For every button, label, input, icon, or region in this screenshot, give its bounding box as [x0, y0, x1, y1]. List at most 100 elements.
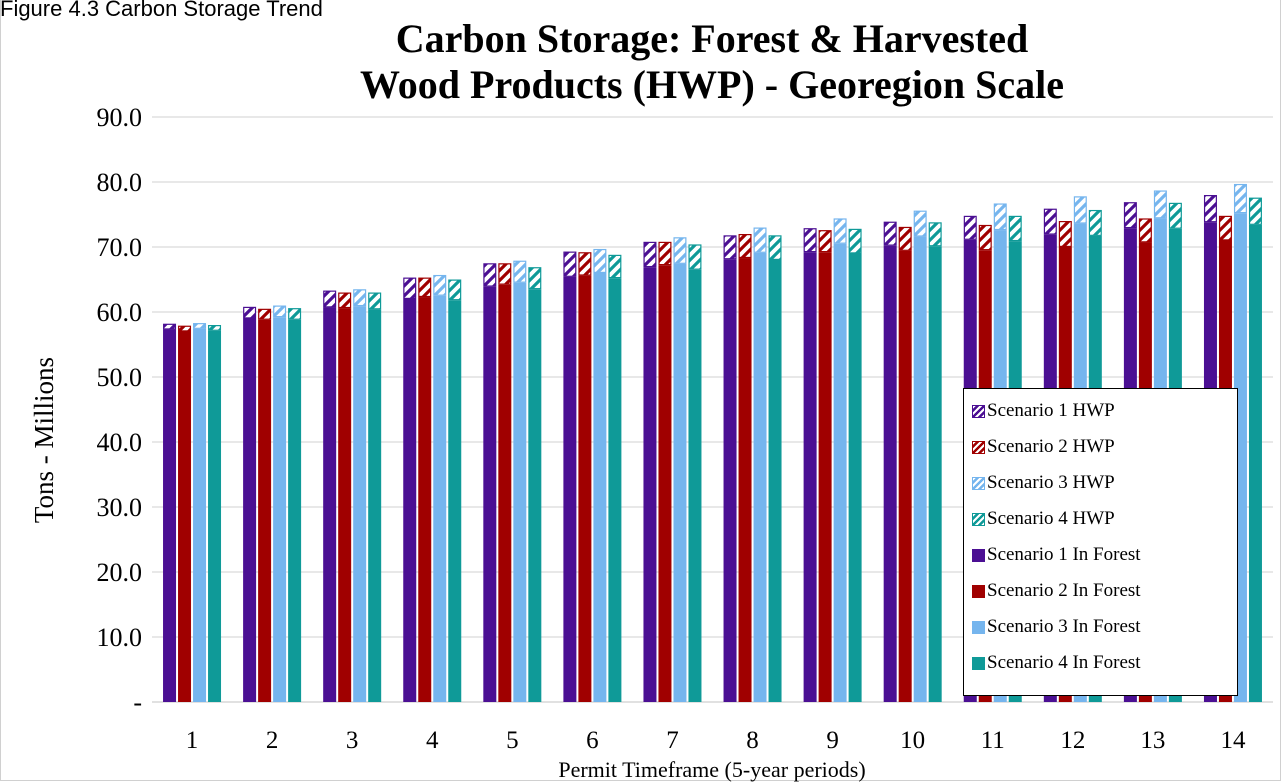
- bar-scenario-4-in-forest: [768, 260, 782, 702]
- bar-group-10: [883, 210, 942, 702]
- bar-scenario-1-hwp: [243, 306, 257, 319]
- bar-scenario-4-hwp: [1248, 197, 1262, 225]
- bar-scenario-3-hwp: [1073, 196, 1087, 224]
- bar-scenario-2-in-forest: [898, 250, 912, 702]
- x-tick-label: 8: [746, 727, 759, 754]
- bar-scenario-3-hwp: [273, 305, 287, 318]
- bar-scenario-2-hwp: [258, 308, 272, 320]
- bar-scenario-1-in-forest: [643, 267, 657, 702]
- bar-scenario-3-in-forest: [753, 252, 767, 702]
- legend-item: Scenario 3 In Forest: [972, 615, 1141, 639]
- bar-scenario-2-in-forest: [658, 265, 672, 702]
- bar-scenario-4-in-forest: [288, 319, 302, 702]
- bar-scenario-3-in-forest: [273, 317, 287, 702]
- legend-swatch-solid: [972, 584, 985, 598]
- bar-scenario-1-hwp: [403, 277, 417, 299]
- legend-swatch-hatched: [972, 512, 985, 526]
- bar-scenario-1-in-forest: [483, 286, 497, 702]
- bar-group-4: [403, 274, 462, 702]
- bar-scenario-4-hwp: [368, 292, 382, 310]
- legend-label: Scenario 2 HWP: [987, 436, 1115, 457]
- legend-item: Scenario 1 HWP: [972, 399, 1115, 423]
- x-tick-label: 3: [346, 727, 359, 754]
- bars: [163, 183, 1262, 703]
- x-tick-label: 6: [586, 727, 599, 754]
- bar-scenario-4-in-forest: [608, 278, 622, 702]
- bar-scenario-1-in-forest: [163, 329, 177, 702]
- y-tick-label: 10.0: [97, 623, 143, 652]
- bar-scenario-1-hwp: [163, 323, 177, 330]
- bar-scenario-1-hwp: [1203, 195, 1217, 223]
- x-tick-label: 12: [1060, 727, 1085, 754]
- bar-scenario-2-hwp: [1138, 218, 1152, 243]
- bar-scenario-3-hwp: [593, 248, 607, 274]
- bar-scenario-2-in-forest: [418, 297, 432, 702]
- bar-group-2: [243, 305, 302, 702]
- x-tick-labels: 1 2 3 4 5 6 7 8 9 10 11 12 13 14: [186, 727, 1246, 754]
- bar-scenario-1-in-forest: [803, 252, 817, 702]
- bar-scenario-1-hwp: [723, 235, 737, 260]
- y-tick-label: 70.0: [97, 233, 143, 262]
- bar-scenario-3-hwp: [1233, 183, 1247, 214]
- bar-scenario-1-hwp: [483, 263, 497, 287]
- bar-scenario-1-hwp: [883, 221, 897, 246]
- bar-scenario-3-in-forest: [353, 306, 367, 702]
- y-tick-labels: - 10.0 20.0 30.0 40.0 50.0 60.0 70.0 80.0 90.0: [97, 103, 143, 717]
- bar-scenario-4-in-forest: [448, 300, 462, 702]
- bar-scenario-4-hwp: [1168, 202, 1182, 229]
- y-axis-label: Tons - Millions: [29, 357, 59, 523]
- bar-scenario-4-hwp: [288, 308, 302, 320]
- bar-scenario-1-hwp: [563, 251, 577, 277]
- y-tick-label: -: [133, 688, 142, 717]
- bar-group-5: [483, 260, 542, 702]
- bar-scenario-2-hwp: [978, 224, 992, 251]
- bar-scenario-1-hwp: [323, 290, 337, 308]
- bar-scenario-2-hwp: [418, 277, 432, 298]
- bar-scenario-3-in-forest: [833, 243, 847, 702]
- x-tick-label: 14: [1220, 727, 1246, 754]
- bar-scenario-1-hwp: [1043, 208, 1057, 235]
- bar-scenario-2-hwp: [658, 241, 672, 266]
- x-tick-label: 13: [1140, 727, 1165, 754]
- legend-label: Scenario 3 HWP: [987, 472, 1115, 493]
- bar-scenario-2-in-forest: [578, 275, 592, 702]
- y-tick-label: 50.0: [97, 363, 143, 392]
- bar-scenario-1-hwp: [803, 228, 817, 253]
- bar-scenario-2-in-forest: [818, 252, 832, 702]
- bar-scenario-2-hwp: [898, 226, 912, 251]
- bar-scenario-3-hwp: [673, 237, 687, 264]
- bar-scenario-4-hwp: [768, 235, 782, 260]
- bar-scenario-4-in-forest: [528, 289, 542, 702]
- legend-swatch-solid: [972, 620, 985, 634]
- bar-scenario-4-hwp: [848, 228, 862, 254]
- bar-scenario-3-in-forest: [593, 273, 607, 702]
- bar-scenario-3-in-forest: [913, 236, 927, 702]
- bar-scenario-4-hwp: [448, 279, 462, 301]
- bar-scenario-1-in-forest: [323, 307, 337, 702]
- chart-title-line-2: Wood Products (HWP) - Georegion Scale: [360, 62, 1064, 107]
- bar-scenario-3-hwp: [513, 260, 527, 283]
- y-tick-label: 60.0: [97, 298, 143, 327]
- legend-label: Scenario 4 In Forest: [987, 652, 1141, 673]
- figure-caption: Figure 4.3 Carbon Storage Trend: [0, 0, 323, 21]
- bar-group-9: [803, 218, 862, 702]
- bar-scenario-2-hwp: [498, 263, 512, 285]
- bar-scenario-4-in-forest: [368, 309, 382, 702]
- bar-scenario-2-in-forest: [498, 284, 512, 702]
- bar-scenario-1-in-forest: [243, 318, 257, 702]
- bar-scenario-2-in-forest: [338, 308, 352, 702]
- bar-scenario-4-in-forest: [688, 269, 702, 702]
- bar-scenario-3-hwp: [753, 227, 767, 253]
- legend-item: Scenario 4 In Forest: [972, 651, 1141, 675]
- legend: Scenario 1 HWP Scenario 2 HWP Scenario 3 H…: [963, 388, 1238, 696]
- bar-scenario-1-in-forest: [883, 245, 897, 702]
- bar-group-8: [723, 227, 782, 702]
- bar-scenario-4-hwp: [528, 267, 542, 290]
- legend-swatch-hatched: [972, 440, 985, 454]
- bar-scenario-4-in-forest: [208, 330, 222, 702]
- y-tick-label: 80.0: [97, 168, 143, 197]
- x-axis-label: Permit Timeframe (5-year periods): [558, 757, 865, 782]
- x-tick-label: 1: [186, 727, 199, 754]
- bar-scenario-3-hwp: [993, 203, 1007, 231]
- legend-item: Scenario 4 HWP: [972, 507, 1115, 531]
